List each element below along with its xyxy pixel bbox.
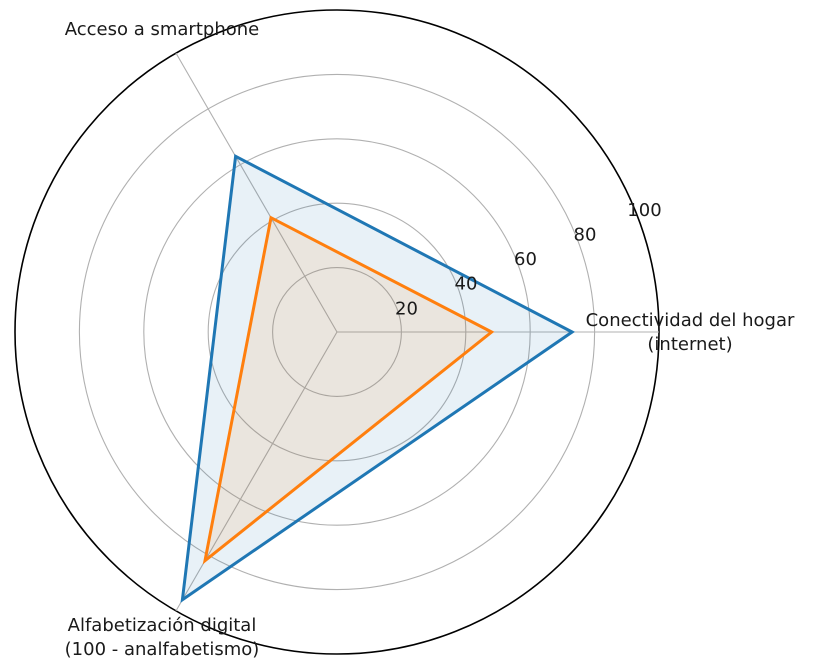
spoke-2: [175, 331, 338, 612]
radial-tick-labels: 20 40 60 80 100: [395, 200, 662, 320]
axis-label-2-line-0: Alfabetización digital: [68, 615, 257, 636]
axis-label-1: Acceso a smartphone: [65, 19, 259, 40]
axis-label-2-line-1: (100 - analfabetismo): [65, 639, 260, 660]
r-tick-label-60: 60: [514, 249, 537, 270]
axis-label-0: Conectividad del hogar (internet): [586, 310, 795, 355]
series-1-line: [202, 215, 495, 565]
r-tick-label-100: 100: [627, 200, 661, 221]
axis-label-1-line-0: Acceso a smartphone: [65, 19, 259, 40]
axis-labels: Conectividad del hogar (internet) Acceso a…: [65, 19, 795, 660]
r-tick-label-20: 20: [395, 298, 418, 319]
axis-label-2: Alfabetización digital (100 - analfabetis…: [65, 615, 260, 660]
series-layer: [180, 153, 576, 603]
axis-label-0-line-0: Conectividad del hogar: [586, 310, 795, 331]
axis-label-0-line-1: (internet): [647, 334, 732, 355]
r-tick-label-40: 40: [455, 274, 478, 295]
spoke-1: [175, 52, 338, 333]
series-0-line: [180, 153, 576, 603]
series-1-fill: [205, 217, 492, 561]
radial-grid: [14, 9, 660, 655]
series-0-fill: [182, 156, 573, 600]
r-tick-label-80: 80: [574, 224, 597, 245]
